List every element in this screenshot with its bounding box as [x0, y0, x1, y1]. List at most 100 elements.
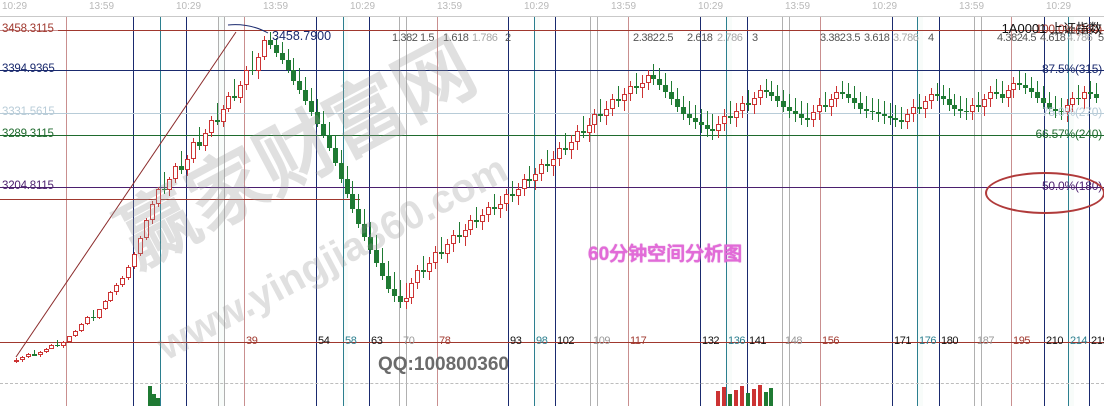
candle-body — [545, 164, 551, 167]
volume-baseline — [0, 383, 1104, 384]
candle-body — [73, 330, 79, 337]
candlestick — [474, 17, 480, 406]
candle-body — [863, 108, 869, 111]
candlestick — [427, 17, 433, 406]
ratio-label: 3.618 — [864, 32, 890, 44]
candle-body — [332, 147, 338, 163]
candle-body — [1064, 104, 1070, 113]
bar-count-label: 219 — [1091, 335, 1104, 347]
candlestick — [917, 17, 923, 406]
candlestick — [598, 17, 604, 406]
candlestick — [675, 17, 681, 406]
candle-body — [574, 130, 580, 143]
candlestick — [356, 17, 362, 406]
candlestick — [716, 17, 722, 406]
volume-bar — [769, 388, 774, 406]
candle-body — [1058, 110, 1064, 113]
candlestick — [663, 17, 669, 406]
candle-body — [787, 106, 793, 111]
candle-body — [669, 91, 675, 100]
candle-body — [834, 91, 840, 100]
candle-body — [610, 99, 616, 109]
candle-body — [108, 291, 114, 302]
candlestick — [863, 17, 869, 406]
trendline-path — [15, 31, 237, 358]
candle-body — [645, 75, 651, 83]
candlestick — [379, 17, 385, 406]
candle-body — [279, 52, 285, 61]
candle-body — [911, 106, 917, 115]
candlestick — [905, 17, 911, 406]
bar-count-label: 78 — [439, 335, 451, 347]
ratio-label: 5 — [1098, 32, 1104, 44]
candle-wick — [1090, 80, 1092, 100]
candle-wick — [600, 99, 602, 122]
candle-wick — [806, 103, 808, 128]
candlestick — [332, 17, 338, 406]
candle-body — [49, 344, 55, 349]
candle-body — [1023, 84, 1029, 89]
candle-body — [191, 142, 197, 159]
bar-count-label: 156 — [822, 335, 840, 347]
time-axis-label: 10:29 — [872, 1, 898, 12]
candle-body — [1076, 97, 1082, 100]
candle-body — [999, 93, 1005, 98]
candle-wick — [181, 151, 183, 174]
bar-count-label: 132 — [702, 335, 720, 347]
volume-bar — [751, 389, 756, 406]
candle-body — [551, 158, 557, 167]
candlestick — [397, 17, 403, 406]
candle-wick — [440, 236, 442, 260]
candlestick — [610, 17, 616, 406]
bar-count-label: 39 — [246, 335, 258, 347]
candle-body — [822, 104, 828, 107]
candlestick — [120, 17, 126, 406]
chart-plot-area[interactable]: 3458.3115 3394.9365 3331.5615 3289.3115 3204… — [0, 17, 1104, 406]
candlestick — [232, 17, 238, 406]
candlestick — [1070, 17, 1076, 406]
candle-body — [858, 103, 863, 109]
candle-body — [1052, 108, 1058, 111]
candle-body — [846, 93, 852, 98]
candle-body — [922, 101, 928, 109]
candle-body — [840, 91, 846, 94]
candle-body — [745, 103, 751, 105]
grid-vertical-line — [224, 17, 225, 406]
ratio-label: 4.786 — [1067, 32, 1093, 44]
bar-count-label: 148 — [785, 335, 803, 347]
grid-vertical-line — [974, 17, 975, 406]
candlestick — [486, 17, 492, 406]
candlestick — [84, 17, 90, 406]
candlestick — [633, 17, 639, 406]
candlestick — [391, 17, 397, 406]
bar-count-label: 210 — [1046, 335, 1064, 347]
candle-body — [96, 309, 102, 318]
fib-level-label: 66.57%(240) — [1035, 127, 1102, 141]
candle-body — [1094, 93, 1100, 98]
candle-wick — [1001, 80, 1003, 104]
candle-body — [90, 316, 96, 319]
candlestick — [309, 17, 315, 406]
candle-body — [716, 123, 722, 131]
candle-body — [958, 108, 964, 111]
candlestick — [562, 17, 568, 406]
candlestick — [604, 17, 610, 406]
candle-wick — [960, 95, 962, 118]
candle-body — [970, 104, 976, 113]
candle-body — [137, 237, 143, 254]
time-axis-label: 13:59 — [611, 1, 637, 12]
candle-wick — [582, 116, 584, 139]
bar-count-label: 136 — [728, 335, 746, 347]
candle-body — [55, 344, 61, 347]
candlestick — [179, 17, 185, 406]
candle-wick — [618, 86, 620, 107]
candle-body — [25, 354, 31, 357]
candlestick — [922, 17, 928, 406]
candle-wick — [423, 255, 425, 278]
grid-vertical-line — [186, 17, 187, 406]
candle-body — [179, 166, 185, 171]
candle-wick — [712, 114, 714, 141]
candlestick — [804, 17, 810, 406]
candle-body — [462, 229, 468, 237]
candlestick — [509, 17, 515, 406]
